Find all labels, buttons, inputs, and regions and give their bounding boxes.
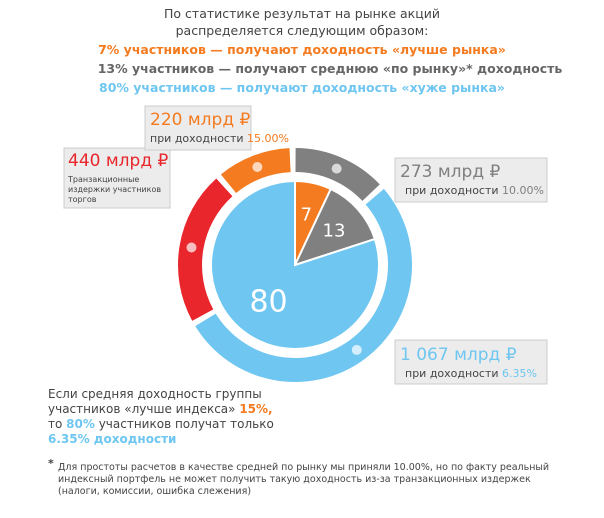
text: то <box>48 417 66 431</box>
note: при доходности 10.00% <box>405 184 544 197</box>
note: при доходности 6.35% <box>405 367 537 380</box>
slice-label: 80 <box>249 284 287 319</box>
slice-label: 13 <box>323 221 346 242</box>
conclusion-line: участников «лучше индекса» 15%, <box>48 402 273 416</box>
note-text: при доходности <box>405 184 499 197</box>
note: издержки участников <box>68 185 161 194</box>
donut-segment <box>195 188 412 382</box>
slice-label: 7 <box>301 204 312 225</box>
note-text: при доходности <box>405 367 499 380</box>
note: торгов <box>68 195 97 204</box>
note-text: при доходности <box>150 132 244 145</box>
header: По статистике результат на рынке акций р… <box>98 6 563 95</box>
note: Транзакционные <box>67 175 139 184</box>
conclusion: Если средняя доходность группы участнико… <box>48 387 274 446</box>
footnote-line: индексный портфель не может получить так… <box>58 474 531 485</box>
footnote-mark: * <box>48 457 54 470</box>
callout-box <box>63 147 171 209</box>
text: участников «лучше индекса» <box>48 402 239 416</box>
header-line: По статистике результат на рынке акций <box>164 6 440 21</box>
callout-box <box>394 339 548 385</box>
pie-slice <box>210 179 380 350</box>
header-line: 80% участников — получают доходность «ху… <box>99 80 505 95</box>
callout-box <box>144 105 252 151</box>
header-line: 7% участников — получают доходность «луч… <box>98 42 506 57</box>
footnote-line: (налоги, комиссии, ошибка слежения) <box>58 486 251 497</box>
callout-dot <box>252 161 263 172</box>
header-line: распределяется следующим образом: <box>176 23 429 38</box>
callout-box <box>394 157 548 203</box>
conclusion-line: 6.35% доходности <box>48 432 176 446</box>
note-rate: 15.00% <box>247 132 289 145</box>
callout-dot <box>186 242 197 253</box>
value-label: 220 млрд ₽ <box>150 110 250 130</box>
value-label: 1 067 млрд ₽ <box>400 345 517 365</box>
pie-slice <box>293 187 377 267</box>
note: при доходности 15.00% <box>150 132 289 145</box>
donut-segment <box>295 148 380 201</box>
conclusion-line: Если средняя доходность группы <box>48 387 262 401</box>
callout-dot <box>331 163 342 174</box>
text: участников получат только <box>95 417 274 431</box>
footnote-line: Для простоты расчетов в качестве средней… <box>58 462 549 473</box>
value-label: 273 млрд ₽ <box>400 162 500 182</box>
header-line: 13% участников — получают среднюю «по ры… <box>98 61 563 76</box>
note-rate: 6.35% <box>502 367 537 380</box>
chart: 7 13 80 <box>177 148 412 382</box>
donut-segment <box>177 178 233 321</box>
value-label: 440 млрд ₽ <box>68 151 168 171</box>
highlight: 15%, <box>239 402 272 416</box>
callout-dot <box>351 344 362 355</box>
highlight: 80% <box>66 417 95 431</box>
conclusion-line: то 80% участников получат только <box>48 417 274 431</box>
note-rate: 10.00% <box>502 184 544 197</box>
